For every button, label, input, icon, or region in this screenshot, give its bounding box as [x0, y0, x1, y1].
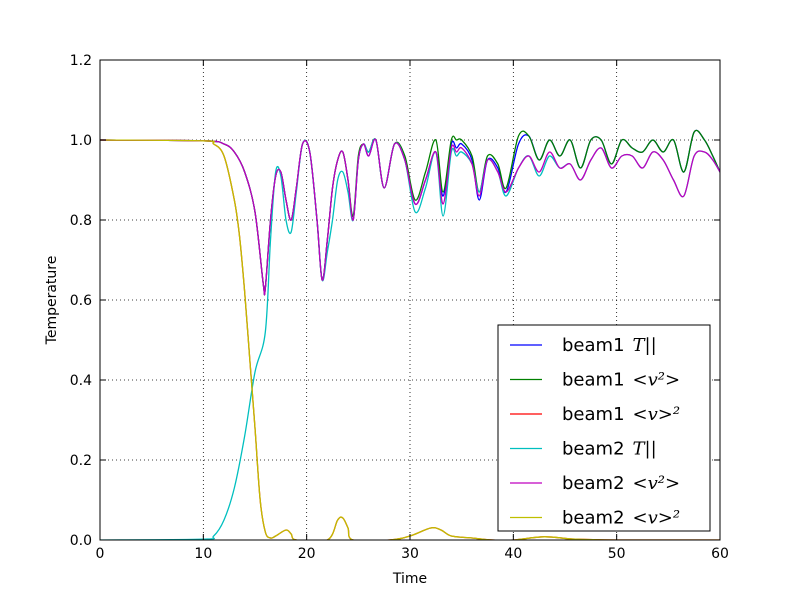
y-tick-label: 0.2: [70, 453, 92, 469]
x-tick-label: 60: [711, 546, 729, 562]
x-tick-label: 40: [504, 546, 522, 562]
legend-entry-name: beam2: [562, 473, 625, 494]
legend-entry-symbol: <v>²: [633, 508, 681, 529]
series-line-4: [100, 138, 720, 296]
y-tick-label: 1.0: [70, 133, 92, 149]
x-tick-label: 30: [401, 546, 419, 562]
legend: beam1 T|| beam1 <v²> beam1 <v>² beam2 T|| beam2 <…: [497, 324, 711, 532]
legend-box: [497, 324, 711, 532]
y-tick-label: 0.0: [70, 533, 92, 549]
legend-entry: beam1 <v²>: [562, 370, 680, 391]
legend-entry: beam2 <v²>: [562, 473, 680, 494]
legend-entry-symbol: <v²>: [633, 370, 681, 391]
legend-entry-name: beam2: [562, 508, 625, 529]
x-axis-label: Time: [392, 571, 427, 587]
legend-entry: beam1 <v>²: [562, 404, 680, 425]
legend-entry: beam1 T||: [562, 335, 657, 356]
legend-entry: beam2 <v>²: [562, 508, 680, 529]
legend-entry-symbol: <v²>: [633, 473, 681, 494]
legend-entry-name: beam1: [562, 335, 625, 356]
legend-entry-name: beam1: [562, 404, 625, 425]
axis-ticks: 0 10 20 30 40 50 60 0.0 0.2 0.4 0.6 0.8 1.0 1.2: [70, 53, 729, 562]
y-tick-label: 1.2: [70, 53, 92, 69]
x-tick-label: 50: [608, 546, 626, 562]
y-tick-label: 0.8: [70, 213, 92, 229]
x-tick-label: 0: [96, 546, 105, 562]
legend-entry: beam2 T||: [562, 439, 657, 460]
y-axis-label: Temperature: [44, 256, 60, 346]
legend-entry-symbol: <v>²: [633, 404, 681, 425]
x-tick-label: 20: [298, 546, 316, 562]
legend-entry-symbol: T||: [633, 439, 657, 460]
y-tick-label: 0.6: [70, 293, 92, 309]
legend-entry-name: beam2: [562, 439, 625, 460]
legend-entry-symbol: T||: [633, 335, 657, 356]
y-tick-label: 0.4: [70, 373, 92, 389]
x-tick-label: 10: [194, 546, 212, 562]
legend-entry-name: beam1: [562, 370, 625, 391]
